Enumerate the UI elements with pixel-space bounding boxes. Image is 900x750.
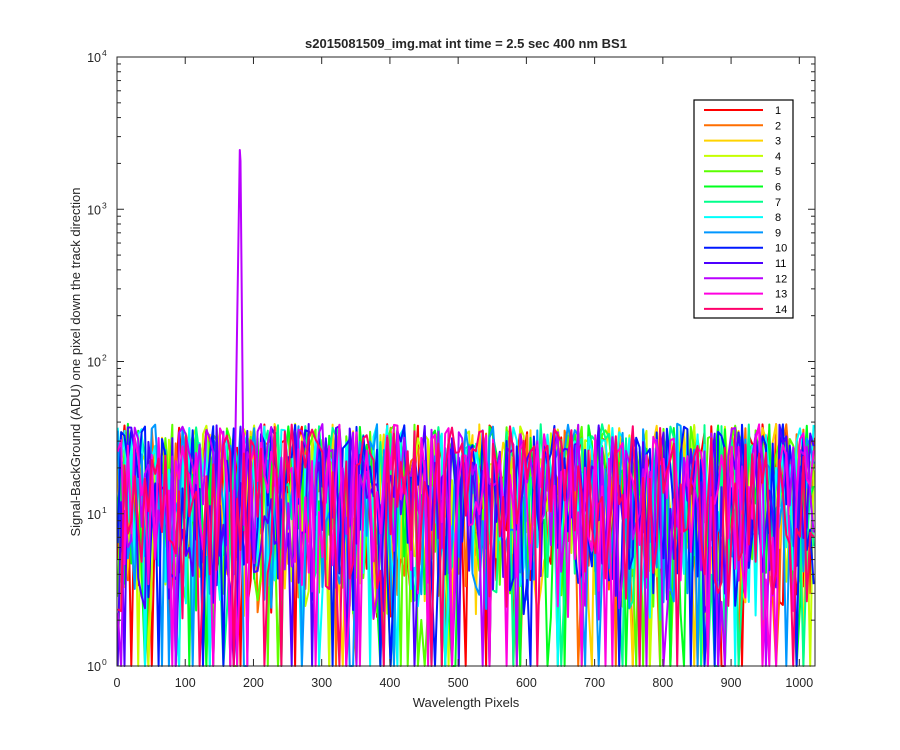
legend-label-2: 2: [775, 120, 781, 132]
legend-label-8: 8: [775, 212, 781, 224]
legend-label-1: 1: [775, 105, 781, 117]
y-tick-label: 10: [87, 356, 101, 370]
x-tick-label: 800: [652, 676, 673, 690]
x-tick-label: 900: [721, 676, 742, 690]
chart-title: s2015081509_img.mat int time = 2.5 sec 4…: [305, 36, 627, 51]
y-tick-label: 10: [87, 203, 101, 217]
y-tick-label: 10: [87, 51, 101, 65]
x-tick-label: 700: [584, 676, 605, 690]
legend-label-4: 4: [775, 151, 781, 163]
x-tick-label: 100: [175, 676, 196, 690]
x-tick-label: 1000: [785, 676, 813, 690]
y-tick-exponent: 4: [102, 48, 107, 58]
y-tick-exponent: 3: [102, 200, 107, 210]
legend-box: [693, 99, 794, 319]
legend-label-7: 7: [775, 197, 781, 209]
legend-label-12: 12: [775, 273, 787, 285]
y-tick-exponent: 0: [102, 657, 107, 667]
legend-label-5: 5: [775, 166, 781, 178]
legend-label-10: 10: [775, 243, 787, 255]
y-axis-label: Signal-BackGround (ADU) one pixel down t…: [68, 187, 83, 536]
x-tick-label: 500: [448, 676, 469, 690]
y-tick-label: 10: [87, 508, 101, 522]
x-tick-label: 600: [516, 676, 537, 690]
x-axis: 0 100 200 300 400 500 600 700 800 900 1000: [114, 57, 813, 690]
y-tick-exponent: 1: [102, 505, 107, 515]
x-tick-label: 400: [379, 676, 400, 690]
x-tick-label: 0: [114, 676, 121, 690]
y-tick-label: 10: [87, 660, 101, 674]
legend-label-3: 3: [775, 136, 781, 148]
legend-label-6: 6: [775, 182, 781, 194]
x-tick-label: 300: [311, 676, 332, 690]
legend-label-9: 9: [775, 227, 781, 239]
y-tick-exponent: 2: [102, 353, 107, 363]
legend-label-11: 11: [775, 258, 786, 270]
x-tick-label: 200: [243, 676, 264, 690]
legend-label-13: 13: [775, 289, 787, 301]
legend-label-14: 14: [775, 304, 787, 316]
x-axis-label: Wavelength Pixels: [413, 695, 520, 710]
